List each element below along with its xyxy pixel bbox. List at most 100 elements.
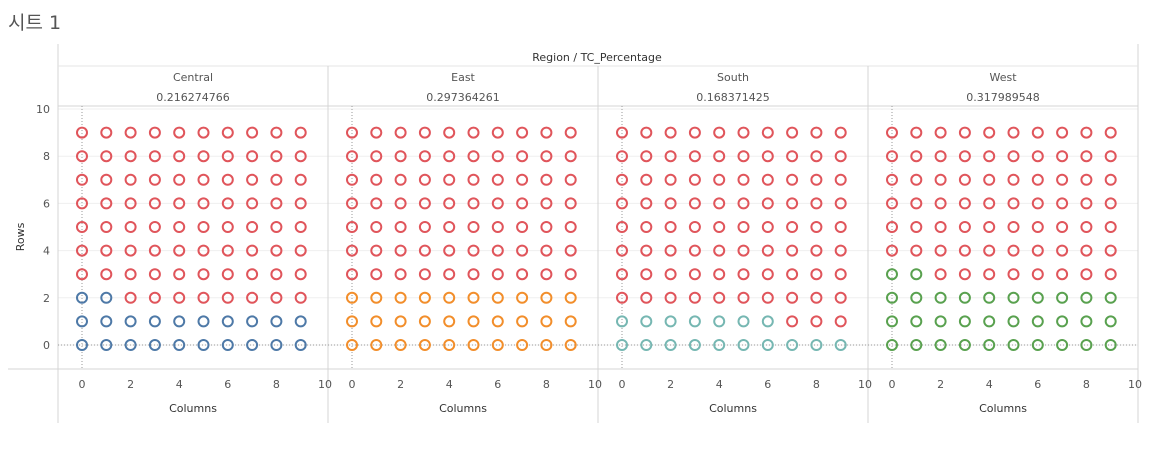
waffle-point xyxy=(197,244,210,257)
waffle-point xyxy=(810,268,823,281)
waffle-point xyxy=(443,291,456,304)
waffle-point xyxy=(737,339,750,351)
waffle-point xyxy=(221,268,234,281)
waffle-point xyxy=(418,339,431,351)
waffle-point xyxy=(983,173,996,186)
waffle-point xyxy=(886,315,898,328)
waffle-point xyxy=(934,197,947,210)
waffle-point xyxy=(834,244,847,257)
waffle-point xyxy=(394,197,407,210)
waffle-point xyxy=(564,291,577,304)
waffle-point xyxy=(616,150,628,163)
waffle-point xyxy=(173,339,186,351)
waffle-point xyxy=(934,173,947,186)
waffle-point xyxy=(294,221,307,233)
waffle-point xyxy=(516,126,529,139)
pane-percentage-label: 0.216274766 xyxy=(156,91,229,104)
waffle-point xyxy=(564,150,577,163)
waffle-point xyxy=(1007,126,1020,139)
waffle-point xyxy=(934,244,947,257)
waffle-point xyxy=(1031,244,1044,257)
waffle-point xyxy=(834,339,847,351)
waffle-point xyxy=(1104,197,1117,210)
waffle-point xyxy=(1080,197,1093,210)
waffle-point xyxy=(1007,315,1020,328)
waffle-point xyxy=(886,244,898,257)
waffle-point xyxy=(1007,268,1020,281)
waffle-point xyxy=(910,291,923,304)
waffle-point xyxy=(616,291,628,304)
waffle-point xyxy=(737,291,750,304)
waffle-point xyxy=(713,315,726,328)
waffle-point xyxy=(564,221,577,233)
waffle-point xyxy=(197,291,210,304)
waffle-point xyxy=(664,339,677,351)
pane-region-label: Central xyxy=(173,71,213,84)
y-tick-label: 0 xyxy=(43,339,50,352)
waffle-point xyxy=(810,221,823,233)
waffle-point xyxy=(394,173,407,186)
waffle-point xyxy=(370,173,383,186)
waffle-point xyxy=(1104,291,1117,304)
waffle-point xyxy=(640,221,653,233)
waffle-point xyxy=(124,173,137,186)
waffle-point xyxy=(616,268,628,281)
waffle-point xyxy=(148,126,161,139)
waffle-point xyxy=(148,150,161,163)
waffle-point xyxy=(664,126,677,139)
waffle-point xyxy=(958,244,971,257)
waffle-point xyxy=(100,173,113,186)
waffle-point xyxy=(491,126,504,139)
waffle-point xyxy=(221,315,234,328)
waffle-point xyxy=(761,291,774,304)
waffle-point xyxy=(418,126,431,139)
waffle-point xyxy=(346,339,358,351)
waffle-point xyxy=(664,291,677,304)
pane-percentage-label: 0.297364261 xyxy=(426,91,499,104)
waffle-point xyxy=(1080,244,1093,257)
waffle-point xyxy=(443,244,456,257)
waffle-point xyxy=(564,244,577,257)
waffle-point xyxy=(810,150,823,163)
y-axis-title: Rows xyxy=(14,222,27,251)
waffle-point xyxy=(934,150,947,163)
waffle-point xyxy=(516,339,529,351)
waffle-point xyxy=(640,197,653,210)
waffle-point xyxy=(346,197,358,210)
waffle-point xyxy=(221,291,234,304)
waffle-point xyxy=(467,150,480,163)
x-tick-label: 2 xyxy=(667,378,674,391)
waffle-point xyxy=(886,291,898,304)
waffle-point xyxy=(221,173,234,186)
waffle-point xyxy=(886,221,898,233)
waffle-point xyxy=(640,150,653,163)
waffle-point xyxy=(148,197,161,210)
waffle-point xyxy=(540,268,553,281)
pane-region-label: South xyxy=(717,71,749,84)
waffle-point xyxy=(664,221,677,233)
waffle-point xyxy=(886,150,898,163)
waffle-point xyxy=(958,268,971,281)
waffle-point xyxy=(564,268,577,281)
waffle-point xyxy=(1080,291,1093,304)
waffle-point xyxy=(540,197,553,210)
waffle-point xyxy=(491,197,504,210)
waffle-point xyxy=(148,315,161,328)
waffle-point xyxy=(886,173,898,186)
y-tick-label: 10 xyxy=(36,103,50,116)
waffle-point xyxy=(786,173,799,186)
waffle-point xyxy=(270,315,283,328)
waffle-point xyxy=(246,197,259,210)
waffle-point xyxy=(124,244,137,257)
waffle-point xyxy=(294,315,307,328)
x-axis-title: Columns xyxy=(439,402,487,415)
waffle-point xyxy=(76,339,88,351)
waffle-point xyxy=(491,173,504,186)
waffle-point xyxy=(1080,221,1093,233)
waffle-point xyxy=(270,221,283,233)
waffle-point xyxy=(1056,268,1069,281)
waffle-point xyxy=(418,244,431,257)
waffle-point xyxy=(491,268,504,281)
waffle-point xyxy=(270,126,283,139)
